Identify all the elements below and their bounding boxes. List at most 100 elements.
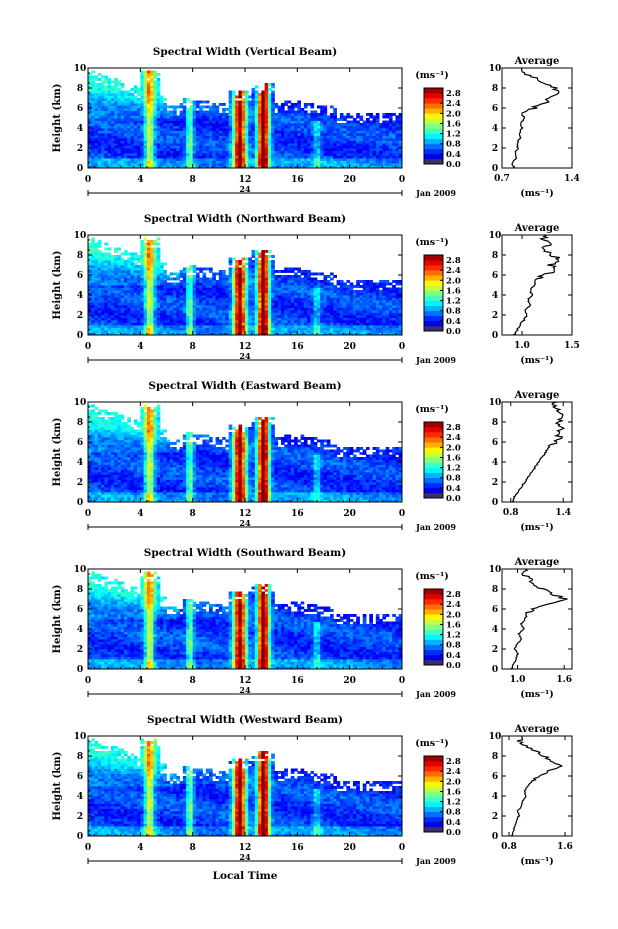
heatmap-cell — [307, 160, 311, 164]
heatmap-cell — [258, 315, 262, 318]
heatmap-cell — [123, 317, 128, 321]
heatmap-cell — [241, 165, 246, 169]
heatmap-cell — [104, 165, 109, 169]
heatmap-cell — [369, 160, 373, 164]
heatmap-cell — [330, 118, 334, 121]
heatmap-cell — [143, 143, 148, 146]
heatmap-cell — [271, 153, 275, 156]
heatmap-cell — [182, 275, 187, 278]
heatmap-cell — [235, 160, 239, 164]
heatmap-cell — [189, 297, 194, 301]
heatmap-cell — [251, 297, 256, 301]
heatmap-cell — [228, 148, 233, 151]
heatmap-cell — [284, 325, 288, 328]
heatmap-cell — [264, 255, 269, 258]
heatmap-cell — [395, 125, 400, 129]
heatmap-cell — [169, 120, 174, 124]
heatmap-cell — [274, 138, 279, 141]
heatmap-cell — [114, 322, 118, 326]
heatmap-cell — [313, 125, 318, 129]
heatmap-cell — [271, 300, 275, 303]
heatmap-cell — [287, 300, 292, 303]
heatmap-cell — [91, 75, 95, 79]
heatmap-cell — [277, 158, 282, 161]
heatmap-cell — [137, 150, 141, 154]
heatmap-cell — [199, 125, 203, 129]
heatmap-cell — [153, 123, 158, 126]
heatmap-cell — [385, 140, 390, 144]
heatmap-cell — [392, 113, 396, 116]
heatmap-cell — [352, 148, 357, 151]
heatmap-cell — [271, 165, 275, 169]
heatmap-cell — [251, 292, 256, 296]
heatmap-cell — [189, 148, 194, 151]
heatmap-cell — [231, 315, 236, 318]
colorbar-segment — [424, 143, 443, 150]
heatmap-cell — [140, 280, 144, 283]
heatmap-cell — [195, 148, 200, 151]
heatmap-cell — [339, 138, 344, 141]
heatmap-cell — [356, 138, 360, 141]
heatmap-cell — [274, 148, 279, 151]
heatmap-cell — [241, 300, 246, 303]
heatmap-cell — [107, 295, 112, 298]
heatmap-cell — [195, 310, 200, 313]
heatmap-cell — [123, 270, 128, 273]
heatmap-cell — [209, 155, 213, 159]
heatmap-cell — [336, 317, 341, 321]
heatmap-cell — [179, 310, 184, 313]
heatmap-cell — [245, 272, 249, 276]
heatmap-cell — [339, 310, 344, 313]
heatmap-cell — [231, 310, 236, 313]
heatmap-cell — [159, 315, 164, 318]
heatmap-cell — [137, 103, 141, 106]
heatmap-cell — [248, 322, 252, 326]
heatmap-cell — [182, 282, 187, 286]
heatmap-cell — [130, 285, 135, 288]
heatmap-cell — [173, 310, 177, 313]
heatmap-cell — [385, 120, 390, 124]
heatmap-cell — [271, 312, 275, 316]
heatmap-cell — [251, 305, 256, 308]
heatmap-cell — [179, 135, 184, 139]
heatmap-cell — [143, 113, 148, 116]
heatmap-cell — [146, 100, 151, 104]
heatmap-cell — [225, 307, 230, 311]
heatmap-cell — [189, 123, 194, 126]
heatmap-cell — [156, 297, 161, 301]
heatmap-cell — [274, 322, 279, 326]
heatmap-cell — [88, 165, 92, 169]
heatmap-cell — [222, 153, 226, 156]
heatmap-cell — [241, 275, 246, 278]
heatmap-cell — [123, 160, 128, 164]
heatmap-cell — [94, 320, 99, 323]
heatmap-cell — [343, 135, 347, 139]
heatmap-cell — [173, 287, 177, 291]
heatmap-cell — [159, 123, 164, 126]
heatmap-cell — [349, 115, 354, 119]
heatmap-cell — [333, 158, 337, 161]
heatmap-cell — [166, 105, 171, 109]
heatmap-cell — [267, 280, 272, 283]
heatmap-cell — [212, 297, 216, 301]
heatmap-cell — [97, 252, 102, 256]
heatmap-cell — [349, 150, 354, 154]
heatmap-cell — [146, 125, 151, 129]
heatmap-cell — [94, 123, 99, 126]
heatmap-cell — [372, 150, 377, 154]
heatmap-cell — [199, 300, 203, 303]
heatmap-cell — [127, 265, 131, 268]
heatmap-cell — [202, 100, 207, 104]
heatmap-cell — [114, 332, 118, 336]
heatmap-cell — [202, 110, 207, 114]
heatmap-cell — [163, 165, 167, 169]
heatmap-cell — [199, 130, 203, 134]
heatmap-cell — [323, 165, 328, 169]
heatmap-cell — [231, 163, 236, 166]
heatmap-cell — [356, 165, 360, 169]
heatmap-cell — [267, 327, 272, 331]
heatmap-cell — [274, 133, 279, 136]
heatmap-cell — [235, 330, 239, 333]
heatmap-cell — [316, 118, 321, 121]
heatmap-cell — [94, 260, 99, 263]
